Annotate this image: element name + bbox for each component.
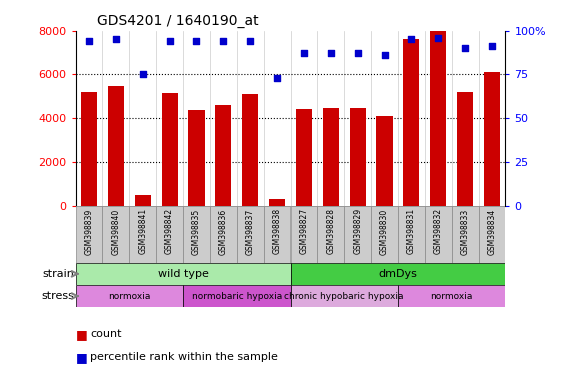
Bar	[290, 205, 317, 263]
Text: normobaric hypoxia: normobaric hypoxia	[192, 291, 282, 301]
Bar	[350, 108, 365, 205]
Text: GSM398830: GSM398830	[380, 209, 389, 255]
Text: strain: strain	[42, 269, 74, 279]
Bar	[290, 263, 505, 285]
Bar	[183, 205, 210, 263]
Text: GSM398831: GSM398831	[407, 209, 416, 255]
Point	[433, 35, 443, 41]
Point	[353, 50, 363, 56]
Text: GDS4201 / 1640190_at: GDS4201 / 1640190_at	[97, 14, 259, 28]
Point	[192, 38, 201, 44]
Bar	[269, 199, 285, 205]
Point	[272, 75, 282, 81]
Bar	[156, 205, 183, 263]
Text: GSM398829: GSM398829	[353, 209, 362, 255]
Text: GSM398827: GSM398827	[299, 209, 309, 255]
Text: wild type: wild type	[157, 269, 209, 279]
Bar	[452, 205, 479, 263]
Bar	[76, 285, 183, 307]
Text: GSM398841: GSM398841	[138, 209, 147, 255]
Text: GSM398834: GSM398834	[487, 209, 497, 255]
Text: GSM398839: GSM398839	[84, 209, 94, 255]
Bar	[237, 205, 264, 263]
Point	[111, 36, 120, 43]
Bar	[108, 86, 124, 205]
Text: GSM398836: GSM398836	[219, 209, 228, 255]
Bar	[322, 108, 339, 205]
Text: ■: ■	[76, 328, 87, 341]
Text: stress: stress	[41, 291, 74, 301]
Point	[165, 38, 174, 44]
Bar	[81, 92, 97, 205]
Bar	[371, 205, 398, 263]
Bar	[188, 111, 205, 205]
Point	[461, 45, 470, 51]
Point	[218, 38, 228, 44]
Point	[326, 50, 335, 56]
Text: percentile rank within the sample: percentile rank within the sample	[90, 352, 278, 362]
Bar	[430, 31, 446, 205]
Bar	[102, 205, 130, 263]
Bar	[398, 285, 505, 307]
Text: GSM398838: GSM398838	[272, 209, 282, 255]
Bar	[162, 93, 178, 205]
Bar	[242, 94, 258, 205]
Text: normoxia: normoxia	[431, 291, 473, 301]
Point	[487, 43, 497, 50]
Bar	[457, 92, 473, 205]
Bar	[129, 205, 156, 263]
Point	[84, 38, 94, 44]
Text: GSM398835: GSM398835	[192, 209, 201, 255]
Text: GSM398833: GSM398833	[461, 209, 469, 255]
Point	[246, 38, 255, 44]
Text: GSM398840: GSM398840	[112, 209, 120, 255]
Bar	[135, 195, 151, 205]
Bar	[317, 205, 344, 263]
Bar	[296, 109, 312, 205]
Text: count: count	[90, 329, 121, 339]
Bar	[76, 263, 290, 285]
Bar	[210, 205, 237, 263]
Bar	[398, 205, 425, 263]
Text: GSM398842: GSM398842	[165, 209, 174, 255]
Bar	[425, 205, 451, 263]
Bar	[264, 205, 290, 263]
Point	[380, 52, 389, 58]
Bar	[484, 72, 500, 205]
Text: ■: ■	[76, 351, 87, 364]
Bar	[76, 205, 102, 263]
Point	[138, 71, 148, 78]
Point	[407, 36, 416, 43]
Bar	[403, 40, 419, 205]
Text: chronic hypobaric hypoxia: chronic hypobaric hypoxia	[285, 291, 404, 301]
Point	[299, 50, 309, 56]
Bar	[376, 116, 393, 205]
Text: GSM398837: GSM398837	[246, 209, 254, 255]
Bar	[290, 285, 398, 307]
Bar	[183, 285, 290, 307]
Bar	[215, 105, 231, 205]
Text: GSM398832: GSM398832	[434, 209, 443, 255]
Text: dmDys: dmDys	[379, 269, 417, 279]
Text: normoxia: normoxia	[108, 291, 150, 301]
Bar	[344, 205, 371, 263]
Text: GSM398828: GSM398828	[327, 209, 335, 254]
Bar	[479, 205, 505, 263]
